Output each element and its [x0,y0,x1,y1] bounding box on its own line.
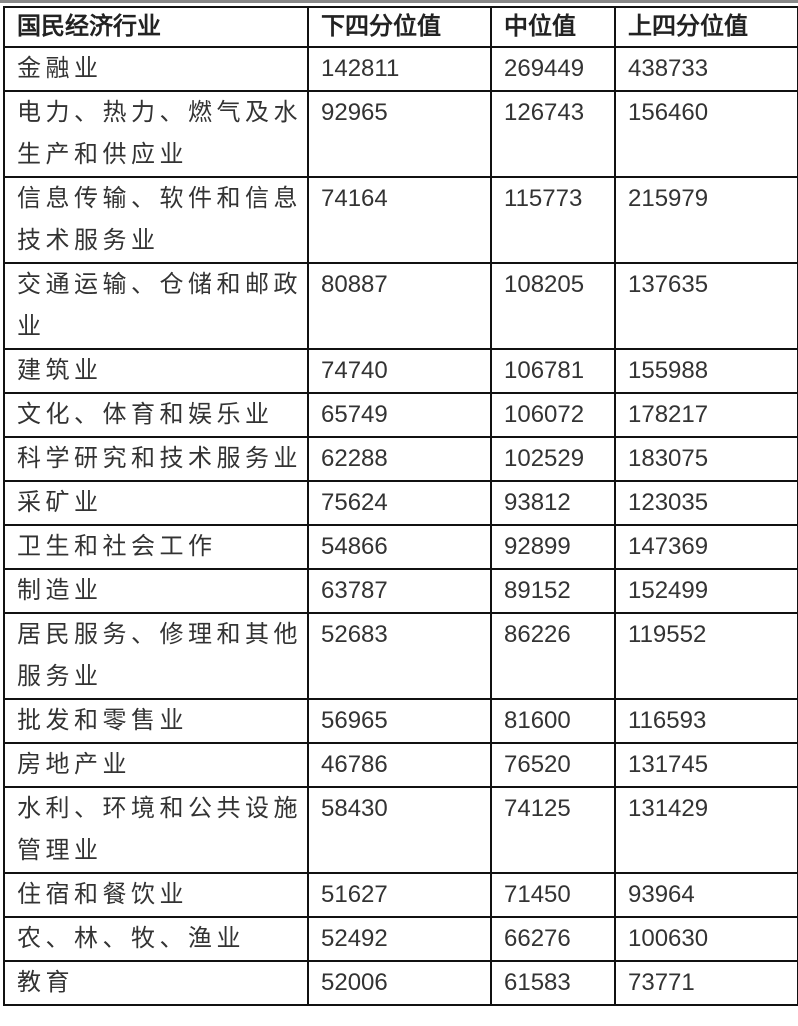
upper-quartile-cell: 131429 [614,786,798,874]
lower-quartile-cell: 52492 [307,916,492,962]
header-row: 国民经济行业 下四分位值 中位值 上四分位值 [3,6,798,48]
lower-quartile-cell: 62288 [307,436,492,482]
lower-quartile-cell: 52683 [307,612,492,700]
top-rule [0,0,798,3]
upper-quartile-cell: 93964 [614,872,798,918]
upper-quartile-cell: 178217 [614,392,798,438]
table-row: 住宿和餐饮业 51627 71450 93964 [3,872,798,918]
median-cell: 76520 [490,742,616,788]
median-cell: 269449 [490,46,616,92]
industry-cell: 金融业 [3,46,309,92]
upper-quartile-cell: 155988 [614,348,798,394]
upper-quartile-cell: 131745 [614,742,798,788]
industry-cell: 建筑业 [3,348,309,394]
industry-salary-table: 国民经济行业 下四分位值 中位值 上四分位值 金融业 142811 269449 43… [3,6,798,1006]
upper-quartile-cell: 147369 [614,524,798,570]
lower-quartile-cell: 75624 [307,480,492,526]
table-row: 采矿业 75624 93812 123035 [3,480,798,526]
industry-cell: 采矿业 [3,480,309,526]
lower-quartile-cell: 52006 [307,960,492,1006]
upper-quartile-cell: 183075 [614,436,798,482]
lower-quartile-cell: 74164 [307,176,492,264]
industry-cell: 制造业 [3,568,309,614]
header-upper-quartile: 上四分位值 [614,6,798,48]
table-row: 教育 52006 61583 73771 [3,960,798,1006]
industry-cell: 科学研究和技术服务业 [3,436,309,482]
table-row: 居民服务、修理和其他服务业 52683 86226 119552 [3,612,798,700]
industry-cell: 交通运输、仓储和邮政业 [3,262,309,350]
table-row: 农、林、牧、渔业 52492 66276 100630 [3,916,798,962]
lower-quartile-cell: 46786 [307,742,492,788]
table-row: 批发和零售业 56965 81600 116593 [3,698,798,744]
upper-quartile-cell: 100630 [614,916,798,962]
upper-quartile-cell: 123035 [614,480,798,526]
table-row: 科学研究和技术服务业 62288 102529 183075 [3,436,798,482]
industry-cell: 水利、环境和公共设施管理业 [3,786,309,874]
upper-quartile-cell: 119552 [614,612,798,700]
upper-quartile-cell: 137635 [614,262,798,350]
upper-quartile-cell: 116593 [614,698,798,744]
lower-quartile-cell: 142811 [307,46,492,92]
header-median: 中位值 [490,6,616,48]
table-row: 建筑业 74740 106781 155988 [3,348,798,394]
lower-quartile-cell: 80887 [307,262,492,350]
median-cell: 86226 [490,612,616,700]
median-cell: 126743 [490,90,616,178]
industry-cell: 电力、热力、燃气及水生产和供应业 [3,90,309,178]
median-cell: 108205 [490,262,616,350]
industry-cell: 住宿和餐饮业 [3,872,309,918]
lower-quartile-cell: 51627 [307,872,492,918]
lower-quartile-cell: 54866 [307,524,492,570]
header-industry: 国民经济行业 [3,6,309,48]
industry-cell: 居民服务、修理和其他服务业 [3,612,309,700]
median-cell: 102529 [490,436,616,482]
lower-quartile-cell: 74740 [307,348,492,394]
header-lower-quartile: 下四分位值 [307,6,492,48]
median-cell: 106072 [490,392,616,438]
industry-cell: 卫生和社会工作 [3,524,309,570]
table-row: 水利、环境和公共设施管理业 58430 74125 131429 [3,786,798,874]
lower-quartile-cell: 63787 [307,568,492,614]
median-cell: 81600 [490,698,616,744]
table-row: 文化、体育和娱乐业 65749 106072 178217 [3,392,798,438]
industry-cell: 房地产业 [3,742,309,788]
median-cell: 115773 [490,176,616,264]
median-cell: 92899 [490,524,616,570]
median-cell: 106781 [490,348,616,394]
median-cell: 66276 [490,916,616,962]
table-row: 信息传输、软件和信息技术服务业 74164 115773 215979 [3,176,798,264]
upper-quartile-cell: 438733 [614,46,798,92]
median-cell: 61583 [490,960,616,1006]
industry-cell: 信息传输、软件和信息技术服务业 [3,176,309,264]
median-cell: 74125 [490,786,616,874]
industry-cell: 教育 [3,960,309,1006]
table-row: 金融业 142811 269449 438733 [3,46,798,92]
lower-quartile-cell: 65749 [307,392,492,438]
table-row: 交通运输、仓储和邮政业 80887 108205 137635 [3,262,798,350]
table-row: 卫生和社会工作 54866 92899 147369 [3,524,798,570]
lower-quartile-cell: 92965 [307,90,492,178]
table-row: 房地产业 46786 76520 131745 [3,742,798,788]
upper-quartile-cell: 73771 [614,960,798,1006]
lower-quartile-cell: 58430 [307,786,492,874]
table-row: 电力、热力、燃气及水生产和供应业 92965 126743 156460 [3,90,798,178]
industry-cell: 农、林、牧、渔业 [3,916,309,962]
table-row: 制造业 63787 89152 152499 [3,568,798,614]
upper-quartile-cell: 152499 [614,568,798,614]
upper-quartile-cell: 156460 [614,90,798,178]
industry-cell: 文化、体育和娱乐业 [3,392,309,438]
median-cell: 71450 [490,872,616,918]
upper-quartile-cell: 215979 [614,176,798,264]
lower-quartile-cell: 56965 [307,698,492,744]
median-cell: 89152 [490,568,616,614]
median-cell: 93812 [490,480,616,526]
industry-cell: 批发和零售业 [3,698,309,744]
